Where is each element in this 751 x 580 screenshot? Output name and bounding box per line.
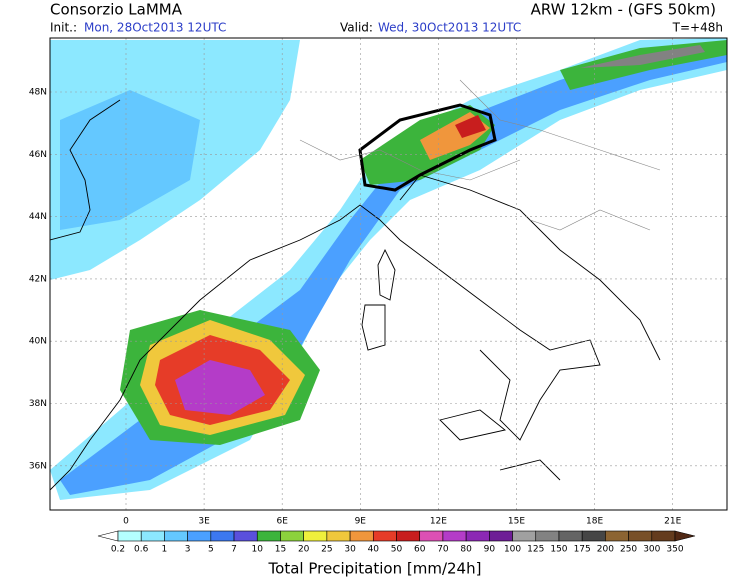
legend-swatch: [396, 530, 421, 542]
lat-label: 42N: [29, 274, 47, 284]
lat-label: 44N: [29, 212, 47, 222]
legend-swatch: [651, 530, 676, 542]
valid-label: Valid:: [340, 21, 373, 35]
legend-label: 80: [460, 545, 472, 555]
legend-arrow-high: [674, 530, 696, 542]
legend-label: 250: [620, 545, 637, 555]
legend-swatch: [512, 530, 537, 542]
map-area: [49, 37, 728, 511]
lon-label: 3E: [198, 517, 210, 527]
legend-label: 15: [275, 545, 286, 555]
legend-swatch: [442, 530, 467, 542]
init-time: Mon, 28Oct2013 12UTC: [84, 21, 226, 35]
legend-label: 7: [231, 545, 237, 555]
valid-time: Wed, 30Oct2013 12UTC: [378, 21, 521, 35]
lon-label: 15E: [508, 517, 525, 527]
color-legend: 0.2 0.6 1 3 5 7 10 15 20 25 30 40 50 60 70 80 90 100 125 15…: [97, 530, 696, 555]
legend-swatch: [419, 530, 444, 542]
lat-label: 38N: [29, 399, 47, 409]
legend-label: 5: [208, 545, 214, 555]
legend-swatch: [210, 530, 235, 542]
legend-swatch: [628, 530, 653, 542]
legend-label: 10: [252, 545, 264, 555]
legend-swatch: [187, 530, 212, 542]
legend-swatch: [233, 530, 258, 542]
legend-label: 40: [368, 545, 380, 555]
legend-arrow-low: [97, 530, 119, 542]
title: Consorzio LaMMA: [50, 1, 183, 19]
lat-label: 36N: [29, 461, 47, 471]
legend-swatch: [581, 530, 606, 542]
legend-swatch: [489, 530, 513, 542]
lon-label: 12E: [430, 517, 447, 527]
lead-time: T=+48h: [672, 21, 723, 35]
legend-swatch: [535, 530, 560, 542]
lat-label: 46N: [29, 150, 47, 160]
legend-title: Total Precipitation [mm/24h]: [268, 560, 482, 578]
legend-swatch: [280, 530, 304, 542]
legend-swatch: [256, 530, 281, 542]
legend-swatch: [605, 530, 629, 542]
legend-label: 50: [391, 545, 403, 555]
legend-label: 3: [185, 545, 191, 555]
lon-label: 9E: [355, 517, 367, 527]
legend-label: 60: [414, 545, 426, 555]
model: ARW 12km - (GFS 50km): [531, 1, 716, 19]
legend-swatch: [349, 530, 374, 542]
legend-label: 350: [666, 545, 683, 555]
lon-label: 0: [123, 517, 129, 527]
legend-label: 0.2: [111, 545, 125, 555]
init-label: Init.:: [50, 21, 77, 35]
legend-swatch: [303, 530, 328, 542]
legend-swatch: [164, 530, 188, 542]
lon-label: 18E: [586, 517, 603, 527]
legend-label: 200: [597, 545, 614, 555]
legend-swatch: [117, 530, 142, 542]
legend-label: 175: [574, 545, 591, 555]
legend-swatch: [465, 530, 490, 542]
legend-label: 20: [298, 545, 310, 555]
legend-swatch: [326, 530, 351, 542]
lat-label: 40N: [29, 337, 47, 347]
legend-label: 1: [162, 545, 168, 555]
legend-label: 90: [484, 545, 496, 555]
legend-swatch: [372, 530, 397, 542]
lon-label: 21E: [664, 517, 681, 527]
legend-label: 0.6: [134, 545, 149, 555]
legend-label: 300: [643, 545, 660, 555]
legend-label: 150: [550, 545, 567, 555]
lon-label: 6E: [276, 517, 288, 527]
legend-swatch: [140, 530, 165, 542]
legend-label: 125: [527, 545, 544, 555]
legend-label: 100: [504, 545, 521, 555]
legend-label: 30: [344, 545, 356, 555]
lat-label: 48N: [29, 88, 47, 98]
legend-label: 25: [321, 545, 332, 555]
legend-label: 70: [437, 545, 449, 555]
legend-swatch: [558, 530, 583, 542]
